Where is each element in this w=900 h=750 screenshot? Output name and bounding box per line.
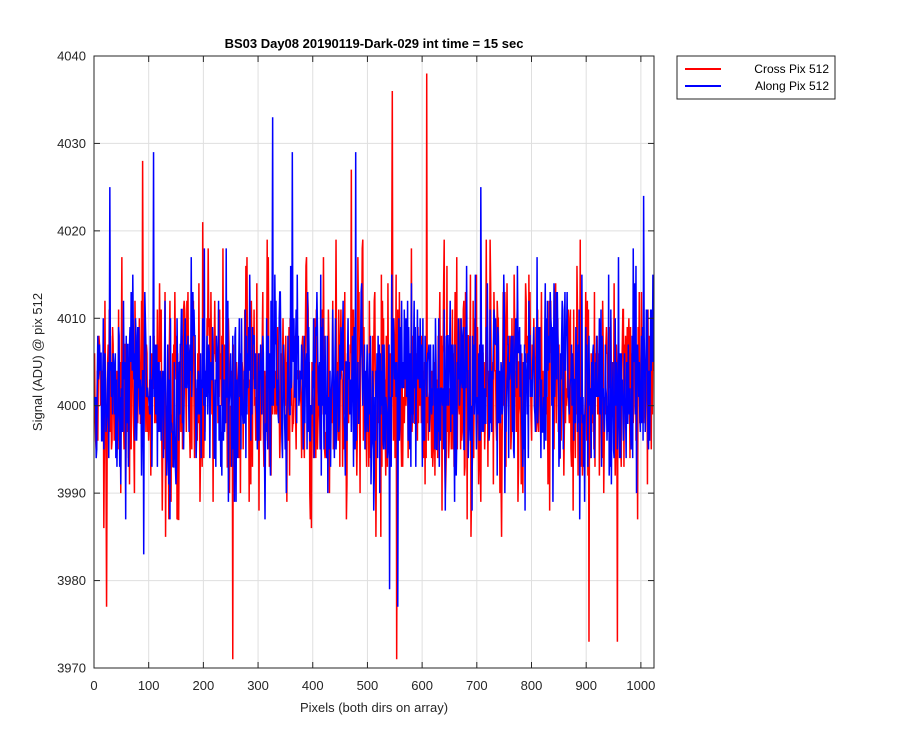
series-line-1 bbox=[93, 117, 655, 607]
y-tick-label: 4010 bbox=[57, 311, 86, 326]
legend-label-cross: Cross Pix 512 bbox=[754, 62, 829, 76]
x-tick-label: 0 bbox=[90, 678, 97, 693]
y-tick-label: 4020 bbox=[57, 223, 86, 238]
x-tick-label: 600 bbox=[411, 678, 433, 693]
x-tick-label: 400 bbox=[302, 678, 324, 693]
x-tick-label: 800 bbox=[521, 678, 543, 693]
y-tick-label: 3980 bbox=[57, 573, 86, 588]
x-axis-label: Pixels (both dirs on array) bbox=[300, 700, 448, 715]
legend-box bbox=[676, 55, 836, 100]
y-tick-label: 3990 bbox=[57, 486, 86, 501]
x-tick-label: 300 bbox=[247, 678, 269, 693]
x-tick-label: 900 bbox=[575, 678, 597, 693]
x-tick-label: 200 bbox=[193, 678, 215, 693]
y-tick-label: 4040 bbox=[57, 49, 86, 64]
y-axis-label: Signal (ADU) @ pix 512 bbox=[30, 293, 45, 431]
legend-label-along: Along Pix 512 bbox=[755, 79, 829, 93]
chart-title: BS03 Day08 20190119-Dark-029 int time = … bbox=[225, 36, 524, 51]
y-tick-label: 4030 bbox=[57, 136, 86, 151]
x-tick-label: 100 bbox=[138, 678, 160, 693]
ticks: 0 100 200 300 400 500 600 700 800 900 1000 3970 3980… bbox=[57, 49, 655, 694]
y-tick-label: 3970 bbox=[57, 661, 86, 676]
y-tick-label: 4000 bbox=[57, 398, 86, 413]
x-tick-label: 1000 bbox=[626, 678, 655, 693]
plot-frame bbox=[93, 55, 655, 669]
plot-lines bbox=[93, 73, 655, 660]
legend: Cross Pix 512 Along Pix 512 bbox=[676, 55, 836, 100]
x-tick-label: 500 bbox=[357, 678, 379, 693]
x-tick-label: 700 bbox=[466, 678, 488, 693]
